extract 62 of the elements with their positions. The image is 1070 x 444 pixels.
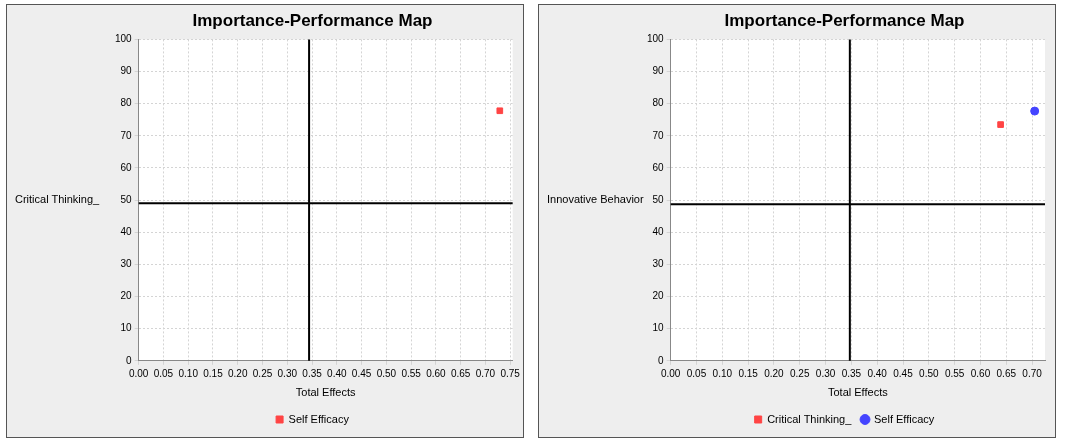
legend-label: Critical Thinking_ (767, 412, 853, 425)
x-tick-label: 0.20 (228, 367, 248, 379)
y-tick-label: 10 (652, 322, 665, 334)
y-tick-label: 90 (120, 65, 133, 77)
x-tick-label: 0.55 (944, 367, 965, 379)
y-tick-label: 70 (652, 129, 665, 141)
x-tick-label: 0.75 (500, 367, 521, 379)
y-tick-label: 0 (126, 354, 133, 366)
x-tick-label: 0.15 (203, 367, 224, 379)
y-tick-label: 100 (115, 33, 133, 45)
y-tick-label: 40 (120, 225, 133, 237)
x-tick-label: 0.35 (302, 367, 323, 379)
x-tick-label: 0.25 (252, 367, 273, 379)
x-tick-label: 0.65 (450, 367, 471, 379)
x-tick-label: 0.10 (712, 367, 733, 379)
y-tick-label: 20 (652, 290, 665, 302)
y-tick-label: 100 (647, 33, 665, 45)
y-tick-label: 30 (652, 258, 665, 270)
y-tick-label: 50 (120, 193, 133, 205)
chart-title: Importance-Performance Map (192, 10, 433, 30)
y-tick-label: 60 (120, 161, 133, 173)
x-tick-label: 0.40 (327, 367, 347, 379)
x-tick-label: 0.50 (919, 367, 939, 379)
x-tick-label: 0.70 (475, 367, 496, 379)
x-tick-label: 0.30 (815, 367, 836, 379)
y-tick-label: 60 (652, 161, 665, 173)
y-tick-label: 50 (652, 193, 665, 205)
x-tick-label: 0.25 (790, 367, 810, 379)
x-tick-label: 0.45 (351, 367, 372, 379)
x-tick-label: 0.00 (660, 367, 681, 379)
x-tick-label: 0.00 (128, 367, 149, 379)
x-tick-label: 0.05 (686, 367, 707, 379)
chart-title: Importance-Performance Map (724, 10, 965, 30)
y-tick-label: 30 (120, 258, 133, 270)
x-tick-label: 0.35 (841, 367, 862, 379)
x-tick-label: 0.55 (401, 367, 422, 379)
x-tick-label: 0.30 (277, 367, 298, 379)
y-axis-title: Innovative Behavior (547, 193, 644, 206)
x-axis-title: Total Effects (295, 386, 357, 399)
y-tick-label: 70 (120, 129, 133, 141)
y-tick-label: 80 (120, 97, 133, 109)
y-tick-label: 0 (658, 354, 665, 366)
y-tick-label: 90 (652, 65, 665, 77)
y-axis-title: Critical Thinking_ (15, 193, 101, 206)
y-tick-label: 40 (652, 225, 665, 237)
legend-label: Self Efficacy (874, 412, 935, 425)
x-tick-label: 0.50 (376, 367, 397, 379)
x-tick-label: 0.60 (970, 367, 991, 379)
x-tick-label: 0.05 (153, 367, 174, 379)
x-tick-label: 0.60 (426, 367, 447, 379)
x-tick-label: 0.45 (893, 367, 914, 379)
x-tick-label: 0.65 (996, 367, 1017, 379)
x-axis-title: Total Effects (827, 386, 889, 399)
x-tick-label: 0.20 (764, 367, 785, 379)
x-tick-label: 0.40 (867, 367, 888, 379)
x-tick-label: 0.10 (178, 367, 199, 379)
x-tick-label: 0.70 (1022, 367, 1043, 379)
y-tick-label: 80 (652, 97, 665, 109)
x-tick-label: 0.15 (738, 367, 759, 379)
y-tick-label: 10 (120, 322, 133, 334)
y-tick-label: 20 (120, 290, 133, 302)
legend-label: Self Efficacy (288, 412, 350, 425)
